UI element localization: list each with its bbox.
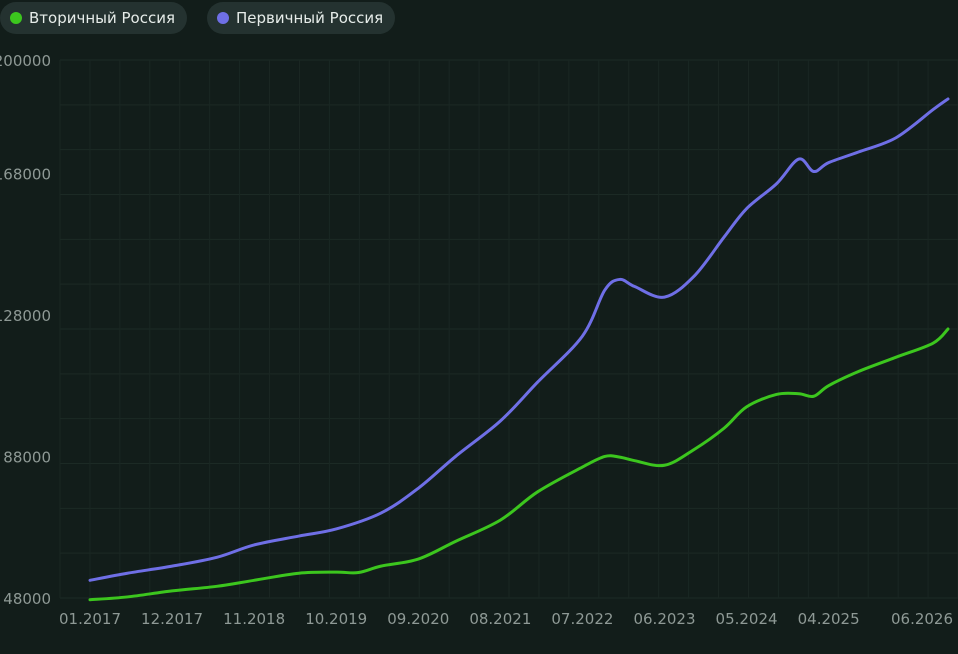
legend-label: Вторичный Россия <box>29 9 175 27</box>
series-line-secondary[interactable] <box>88 327 950 602</box>
legend-item-secondary[interactable]: Вторичный Россия <box>0 2 187 34</box>
legend-dot-icon <box>217 12 229 24</box>
x-tick-label: 06.2023 <box>633 610 695 628</box>
x-tick-label: 12.2017 <box>141 610 203 628</box>
x-tick-label: 06.2026 <box>891 610 953 628</box>
legend: Вторичный Россия Первичный Россия <box>0 2 396 34</box>
x-tick-label: 07.2022 <box>551 610 613 628</box>
y-tick-label: 88000 <box>3 448 51 466</box>
x-tick-label: 11.2018 <box>223 610 285 628</box>
x-tick-label: 10.2019 <box>305 610 367 628</box>
y-tick-label: 168000 <box>0 165 51 183</box>
x-tick-label: 05.2024 <box>716 610 778 628</box>
x-tick-label: 04.2025 <box>798 610 860 628</box>
x-tick-label: 01.2017 <box>59 610 121 628</box>
y-tick-label: 128000 <box>0 307 51 325</box>
x-tick-label: 09.2020 <box>387 610 449 628</box>
legend-item-primary[interactable]: Первичный Россия <box>207 2 396 34</box>
y-tick-label: 48000 <box>3 590 51 608</box>
series-line-primary[interactable] <box>88 97 950 582</box>
legend-label: Первичный Россия <box>236 9 384 27</box>
x-tick-label: 08.2021 <box>469 610 531 628</box>
legend-dot-icon <box>10 12 22 24</box>
y-tick-label: 200000 <box>0 52 51 70</box>
